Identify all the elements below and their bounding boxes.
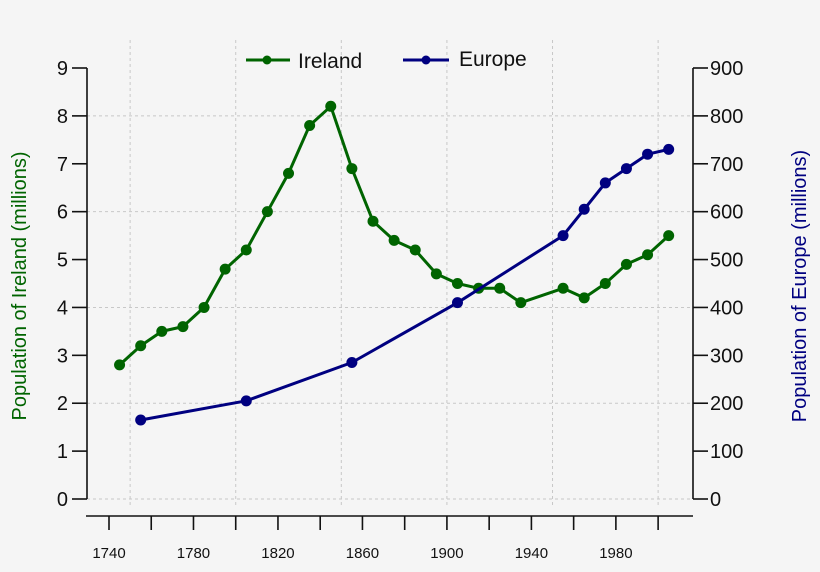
series-line-europe xyxy=(140,147,670,422)
data-point-ireland[interactable] xyxy=(642,249,654,261)
right-axis-tick-label: 300 xyxy=(710,345,743,367)
right-axis-tick-label: 100 xyxy=(710,441,743,463)
legend-item-ireland[interactable]: Ireland xyxy=(246,50,362,73)
data-point-ireland[interactable] xyxy=(304,119,316,131)
data-point-ireland[interactable] xyxy=(156,325,168,337)
left-axis-tick-label: 5 xyxy=(57,250,68,272)
data-point-ireland[interactable] xyxy=(388,234,400,246)
data-point-ireland[interactable] xyxy=(367,215,379,227)
legend-ireland-marker-icon xyxy=(262,55,272,65)
right-axis-tick-label: 200 xyxy=(710,393,743,415)
x-axis-tick-label: 1900 xyxy=(430,545,463,562)
data-point-ireland[interactable] xyxy=(515,297,527,309)
left-axis-tick-label: 1 xyxy=(57,441,68,463)
right-axis-tick-label: 400 xyxy=(710,297,743,319)
data-point-ireland[interactable] xyxy=(346,163,358,175)
legend-ireland-label: Ireland xyxy=(298,50,362,73)
right-axis-tick-label: 0 xyxy=(710,489,721,511)
left-axis-tick-label: 7 xyxy=(57,154,68,176)
x-axis-tick-label: 1780 xyxy=(177,545,210,562)
data-point-ireland[interactable] xyxy=(283,167,295,179)
right-axis-tick-label: 500 xyxy=(710,250,743,272)
right-axis-tick-label: 900 xyxy=(710,58,743,80)
data-point-ireland[interactable] xyxy=(451,278,463,289)
legend-europe-marker-icon xyxy=(421,55,431,65)
data-point-ireland[interactable] xyxy=(599,278,611,289)
data-point-europe[interactable] xyxy=(451,297,463,309)
data-point-europe[interactable] xyxy=(557,230,569,242)
data-point-ireland[interactable] xyxy=(620,258,632,270)
data-point-europe[interactable] xyxy=(599,177,611,189)
x-axis-tick-label: 1820 xyxy=(261,545,294,562)
left-axis-tick-label: 8 xyxy=(57,106,68,128)
data-point-ireland[interactable] xyxy=(663,230,675,242)
right-axis-title: Population of Europe (millions) xyxy=(789,150,811,422)
data-point-ireland[interactable] xyxy=(430,268,442,280)
data-point-ireland[interactable] xyxy=(557,282,569,294)
data-point-ireland[interactable] xyxy=(219,263,231,275)
x-axis-tick-label: 1980 xyxy=(599,545,632,562)
left-axis-tick-label: 0 xyxy=(57,489,68,511)
data-point-europe[interactable] xyxy=(346,357,358,369)
data-point-ireland[interactable] xyxy=(494,282,506,294)
data-series xyxy=(114,100,675,426)
left-axis-tick-label: 2 xyxy=(57,393,68,415)
left-axis-tick-label: 3 xyxy=(57,345,68,367)
data-point-ireland[interactable] xyxy=(240,244,252,256)
left-axis-tick-label: 6 xyxy=(57,202,68,224)
data-point-ireland[interactable] xyxy=(177,321,189,333)
right-axis-tick-label: 700 xyxy=(710,154,743,176)
data-point-ireland[interactable] xyxy=(261,206,273,218)
right-axis-tick-label: 600 xyxy=(710,202,743,224)
gridlines xyxy=(87,40,693,508)
data-point-europe[interactable] xyxy=(135,414,147,426)
x-axis-tick-label: 1860 xyxy=(346,545,379,562)
data-point-ireland[interactable] xyxy=(409,244,421,256)
data-point-europe[interactable] xyxy=(620,163,632,175)
left-axis-tick-label: 9 xyxy=(57,58,68,80)
data-point-europe[interactable] xyxy=(240,395,252,407)
legend: Ireland Europe xyxy=(246,48,527,73)
data-point-ireland[interactable] xyxy=(135,340,147,352)
x-axis-tick-label: 1740 xyxy=(92,545,125,562)
legend-europe-label: Europe xyxy=(459,48,527,71)
left-axis-tick-label: 4 xyxy=(57,297,68,319)
data-point-europe[interactable] xyxy=(578,203,590,215)
data-point-ireland[interactable] xyxy=(198,301,210,313)
axes: 0 1 2 3 4 5 6 7 8 9 0 100 200 300 400 500 600 700 800 900 17… xyxy=(57,58,744,562)
legend-item-europe[interactable]: Europe xyxy=(403,48,527,71)
data-point-europe[interactable] xyxy=(663,143,675,155)
x-axis-tick-label: 1940 xyxy=(515,545,548,562)
data-point-europe[interactable] xyxy=(642,148,654,160)
left-axis-title: Population of Ireland (millions) xyxy=(9,151,31,420)
data-point-ireland[interactable] xyxy=(114,359,126,371)
data-point-ireland[interactable] xyxy=(325,100,337,112)
right-axis-tick-label: 800 xyxy=(710,106,743,128)
data-point-ireland[interactable] xyxy=(578,292,590,304)
